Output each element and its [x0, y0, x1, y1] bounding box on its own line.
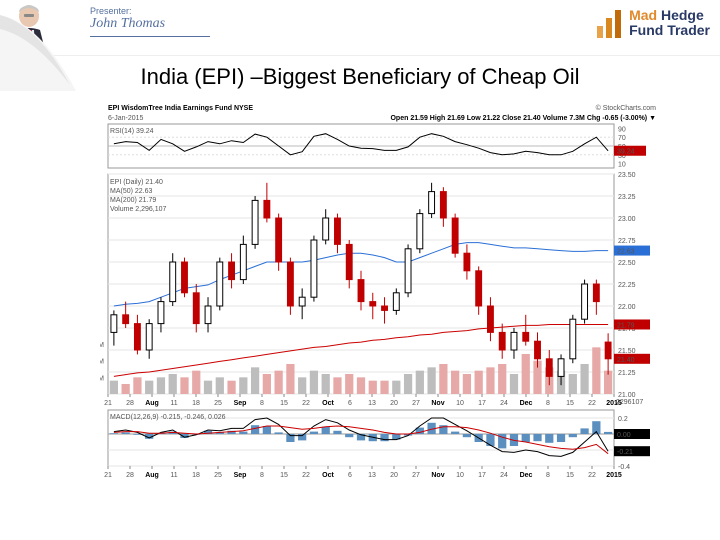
- svg-text:21.79: 21.79: [617, 322, 635, 329]
- svg-text:25: 25: [214, 472, 222, 479]
- svg-text:20: 20: [390, 472, 398, 479]
- svg-text:MA(50) 22.63: MA(50) 22.63: [110, 188, 153, 195]
- slide: Presenter: John Thomas Mad Hedge Fund Tr…: [0, 0, 720, 540]
- svg-text:22: 22: [302, 472, 310, 479]
- svg-text:22.63: 22.63: [617, 249, 635, 256]
- svg-text:22: 22: [588, 400, 596, 407]
- svg-text:0.2: 0.2: [618, 416, 628, 423]
- svg-text:20: 20: [390, 400, 398, 407]
- svg-text:24: 24: [500, 400, 508, 407]
- logo: Mad Hedge Fund Trader: [595, 6, 710, 40]
- svg-text:23.50: 23.50: [618, 172, 636, 179]
- presenter-underline: [90, 36, 210, 37]
- svg-text:13: 13: [368, 400, 376, 407]
- svg-text:10: 10: [618, 162, 626, 169]
- svg-text:EPI WisdomTree India Earnings: EPI WisdomTree India Earnings Fund NYSE: [108, 105, 253, 112]
- svg-text:Volume 2,296,107: Volume 2,296,107: [110, 206, 167, 213]
- svg-text:MACD(12,26,9) -0.215, -0.246,: MACD(12,26,9) -0.215, -0.246, 0.026: [110, 414, 226, 421]
- svg-text:Open 21.59 High 21.69 Low 21.2: Open 21.59 High 21.69 Low 21.22 Close 21…: [390, 115, 656, 122]
- svg-text:21: 21: [104, 400, 112, 407]
- svg-text:Aug: Aug: [145, 472, 159, 479]
- svg-text:Dec: Dec: [520, 472, 533, 479]
- svg-text:25: 25: [214, 400, 222, 407]
- svg-text:22.00: 22.00: [618, 304, 636, 311]
- header: Presenter: John Thomas Mad Hedge Fund Tr…: [0, 0, 720, 56]
- svg-text:Oct: Oct: [322, 472, 334, 479]
- svg-text:Nov: Nov: [431, 400, 444, 407]
- svg-text:21: 21: [104, 472, 112, 479]
- svg-text:15: 15: [280, 472, 288, 479]
- svg-text:24: 24: [500, 472, 508, 479]
- logo-word-3: Fund Trader: [629, 22, 710, 38]
- svg-text:22.50: 22.50: [618, 260, 636, 267]
- svg-text:28: 28: [126, 400, 134, 407]
- svg-text:Aug: Aug: [145, 400, 159, 407]
- svg-text:23.00: 23.00: [618, 216, 636, 223]
- svg-text:18: 18: [192, 472, 200, 479]
- svg-text:21.00: 21.00: [618, 392, 636, 399]
- logo-word-2: Hedge: [661, 7, 704, 23]
- svg-text:2015: 2015: [606, 472, 622, 479]
- svg-text:39.24: 39.24: [617, 149, 635, 156]
- svg-text:10: 10: [456, 472, 464, 479]
- svg-text:Dec: Dec: [520, 400, 533, 407]
- svg-text:8: 8: [260, 472, 264, 479]
- svg-text:17: 17: [478, 400, 486, 407]
- svg-text:22.75: 22.75: [618, 238, 636, 245]
- presenter-label: Presenter:: [90, 6, 165, 16]
- svg-text:18: 18: [192, 400, 200, 407]
- svg-text:15: 15: [566, 400, 574, 407]
- svg-text:10: 10: [456, 400, 464, 407]
- svg-text:6-Jan-2015: 6-Jan-2015: [108, 115, 144, 122]
- svg-text:11: 11: [170, 472, 177, 479]
- svg-text:21.25: 21.25: [618, 370, 636, 377]
- presenter-name: John Thomas: [90, 16, 165, 32]
- svg-text:10M: 10M: [100, 359, 104, 366]
- stock-chart: EPI WisdomTree India Earnings Fund NYSE ©…: [100, 100, 660, 520]
- svg-text:8: 8: [260, 400, 264, 407]
- svg-text:Sep: Sep: [234, 400, 247, 407]
- svg-text:Sep: Sep: [234, 472, 247, 479]
- chart-svg: EPI WisdomTree India Earnings Fund NYSE ©…: [100, 100, 660, 520]
- svg-text:0.00: 0.00: [617, 432, 631, 439]
- presenter-block: Presenter: John Thomas: [90, 6, 165, 32]
- svg-text:5M: 5M: [100, 375, 104, 382]
- svg-text:22.25: 22.25: [618, 282, 636, 289]
- logo-word-1: Mad: [629, 7, 657, 23]
- svg-text:15: 15: [280, 400, 288, 407]
- svg-text:2015: 2015: [606, 400, 622, 407]
- svg-text:23.25: 23.25: [618, 194, 636, 201]
- svg-text:8: 8: [546, 472, 550, 479]
- svg-text:13: 13: [368, 472, 376, 479]
- svg-text:21.40: 21.40: [617, 357, 635, 364]
- svg-text:90: 90: [618, 126, 626, 133]
- svg-text:17: 17: [478, 472, 486, 479]
- svg-text:Oct: Oct: [322, 400, 334, 407]
- svg-text:6: 6: [348, 472, 352, 479]
- svg-text:-0.21: -0.21: [617, 449, 633, 456]
- svg-text:6: 6: [348, 400, 352, 407]
- svg-text:EPI (Daily) 21.40: EPI (Daily) 21.40: [110, 179, 163, 186]
- svg-text:70: 70: [618, 135, 626, 142]
- svg-text:28: 28: [126, 472, 134, 479]
- svg-text:22: 22: [588, 472, 596, 479]
- svg-text:27: 27: [412, 400, 420, 407]
- svg-text:MA(200) 21.79: MA(200) 21.79: [110, 197, 156, 204]
- svg-text:-0.4: -0.4: [618, 464, 630, 471]
- svg-text:Nov: Nov: [431, 472, 444, 479]
- svg-text:8: 8: [546, 400, 550, 407]
- svg-text:11: 11: [170, 400, 177, 407]
- logo-icon: [595, 6, 623, 40]
- svg-text:22: 22: [302, 400, 310, 407]
- svg-text:27: 27: [412, 472, 420, 479]
- page-title: India (EPI) –Biggest Beneficiary of Chea…: [0, 64, 720, 90]
- logo-text: Mad Hedge Fund Trader: [629, 8, 710, 37]
- svg-text:RSI(14) 39.24: RSI(14) 39.24: [110, 128, 154, 135]
- svg-text:© StockCharts.com: © StockCharts.com: [596, 104, 657, 112]
- svg-text:15M: 15M: [100, 342, 104, 349]
- svg-text:15: 15: [566, 472, 574, 479]
